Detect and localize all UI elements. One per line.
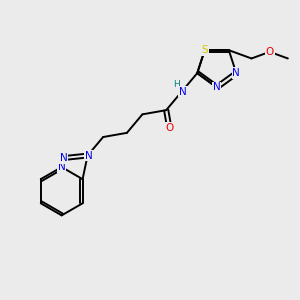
- Text: O: O: [165, 123, 173, 133]
- Text: N: N: [60, 153, 68, 163]
- Text: H: H: [173, 80, 180, 89]
- Text: N: N: [85, 151, 93, 160]
- Text: O: O: [266, 47, 274, 57]
- Text: N: N: [58, 162, 65, 172]
- Text: S: S: [201, 45, 208, 55]
- Text: N: N: [213, 82, 220, 92]
- Text: N: N: [179, 87, 187, 97]
- Text: N: N: [232, 68, 240, 78]
